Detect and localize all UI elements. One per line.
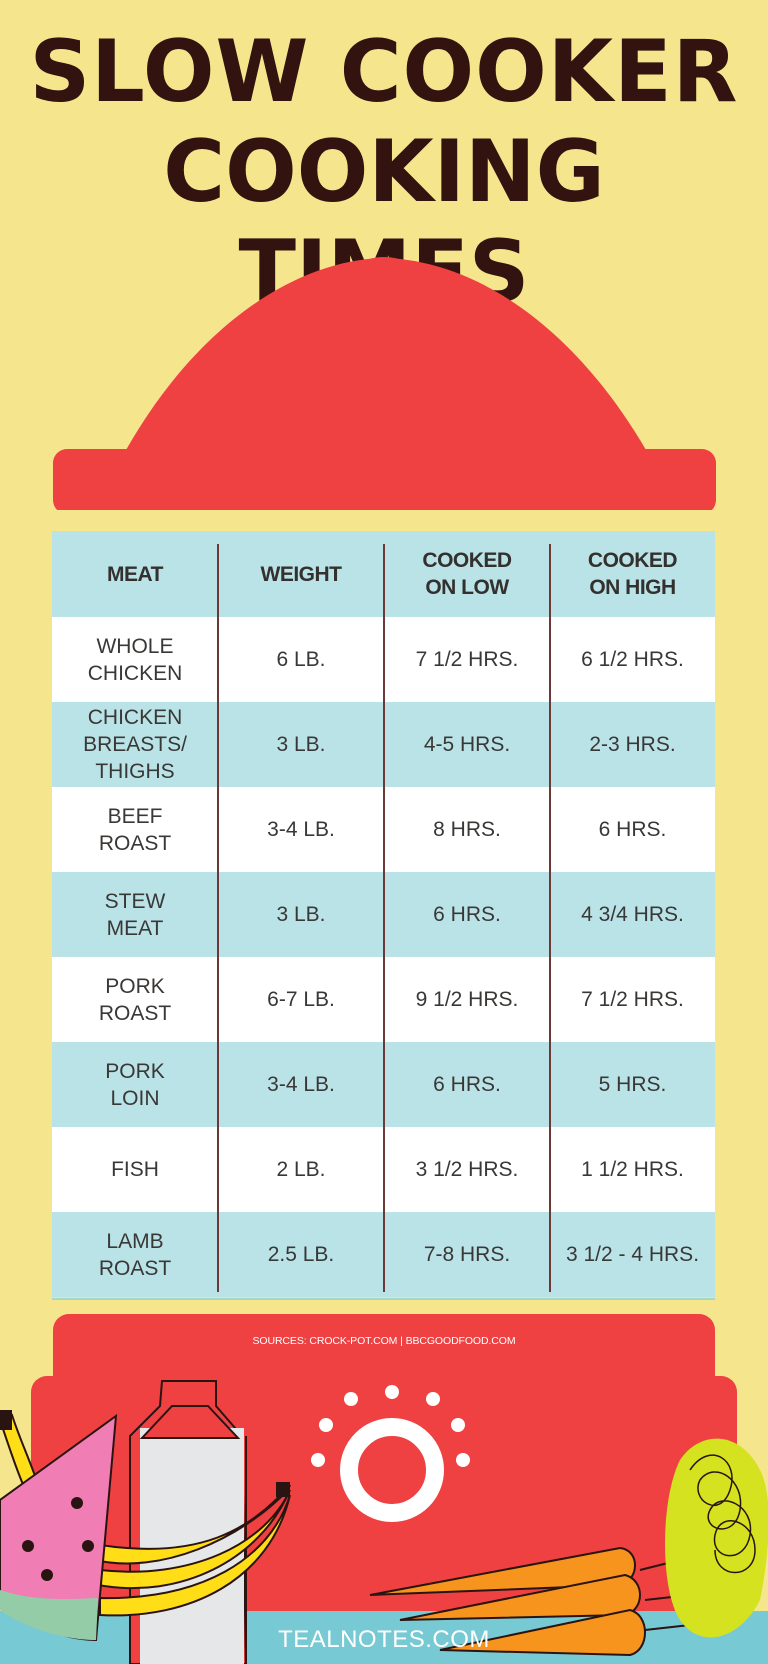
high-time-cell: 7 1/2 HRS. xyxy=(581,988,684,1011)
low-time-cell: 6 HRS. xyxy=(433,903,501,926)
table-row: LAMB ROAST 2.5 LB. 7-8 HRS. 3 1/2 - 4 HR… xyxy=(52,1212,715,1297)
header-cooked-high: COOKED ON HIGH xyxy=(587,549,678,599)
site-link[interactable]: TEALNOTES.COM xyxy=(278,1626,490,1653)
meat-cell: LAMB ROAST xyxy=(98,1229,172,1280)
page-title: SLOW COOKER COOKING TIMES xyxy=(0,22,768,322)
meat-cell: STEW MEAT xyxy=(104,889,166,940)
table-row: PORK ROAST 6-7 LB. 9 1/2 HRS. 7 1/2 HRS. xyxy=(52,957,715,1042)
meat-cell: BEEF ROAST xyxy=(98,804,172,855)
slow-cooker-body-illustration xyxy=(0,1314,768,1664)
high-time-cell: 2-3 HRS. xyxy=(589,733,676,756)
weight-cell: 3 LB. xyxy=(276,733,326,756)
header-cooked-low: COOKED ON LOW xyxy=(422,549,512,599)
weight-cell: 3-4 LB. xyxy=(267,818,335,841)
high-time-cell: 6 1/2 HRS. xyxy=(581,648,684,671)
milk-bottle-icon xyxy=(129,1380,248,1664)
high-time-cell: 6 HRS. xyxy=(598,818,667,841)
high-time-cell: 3 1/2 - 4 HRS. xyxy=(565,1243,700,1266)
table-bottom-edge xyxy=(52,1298,715,1300)
low-time-cell: 7 1/2 HRS. xyxy=(415,648,519,671)
high-time-cell: 4 3/4 HRS. xyxy=(581,903,684,926)
table-row: FISH 2 LB. 3 1/2 HRS. 1 1/2 HRS. xyxy=(52,1127,715,1212)
meat-cell: WHOLE CHICKEN xyxy=(87,634,183,685)
meat-cell: PORK ROAST xyxy=(98,974,172,1025)
carrot-bunch-icon xyxy=(369,1438,768,1657)
header-weight: WEIGHT xyxy=(260,562,343,586)
slow-cooker-lid-icon xyxy=(53,257,716,510)
watermelon-slice-icon xyxy=(0,1413,118,1642)
weight-cell: 3-4 LB. xyxy=(267,1073,335,1096)
sources-credit: SOURCES: CROCK-POT.COM | BBCGOODFOOD.COM xyxy=(252,1335,516,1347)
weight-cell: 2.5 LB. xyxy=(267,1243,335,1266)
high-time-cell: 1 1/2 HRS. xyxy=(581,1158,684,1181)
table-row: STEW MEAT 3 LB. 6 HRS. 4 3/4 HRS. xyxy=(52,872,715,957)
weight-cell: 6 LB. xyxy=(276,648,326,671)
low-time-cell: 8 HRS. xyxy=(433,818,501,841)
temperature-dial-icon xyxy=(311,1385,470,1522)
weight-cell: 2 LB. xyxy=(276,1158,326,1181)
weight-cell: 6-7 LB. xyxy=(267,988,335,1011)
table-row: PORK LOIN 3-4 LB. 6 HRS. 5 HRS. xyxy=(52,1042,715,1127)
title-line-1: SLOW COOKER xyxy=(29,22,739,122)
cooking-times-table: MEAT WEIGHT COOKED ON LOW COOKED ON HIGH… xyxy=(52,531,715,1297)
low-time-cell: 3 1/2 HRS. xyxy=(415,1158,519,1181)
table-row: WHOLE CHICKEN 6 LB. 7 1/2 HRS. 6 1/2 HRS… xyxy=(52,617,715,702)
table-row: BEEF ROAST 3-4 LB. 8 HRS. 6 HRS. xyxy=(52,787,715,872)
meat-cell: PORK LOIN xyxy=(105,1059,165,1110)
weight-cell: 3 LB. xyxy=(276,903,326,926)
table-header-row: MEAT WEIGHT COOKED ON LOW COOKED ON HIGH xyxy=(52,531,715,617)
low-time-cell: 6 HRS. xyxy=(433,1073,501,1096)
table-row: CHICKEN BREASTS/ THIGHS 3 LB. 4-5 HRS. 2… xyxy=(52,702,715,787)
low-time-cell: 7-8 HRS. xyxy=(423,1243,511,1266)
high-time-cell: 5 HRS. xyxy=(598,1073,667,1096)
meat-cell: FISH xyxy=(111,1158,159,1181)
header-meat: MEAT xyxy=(107,562,163,586)
low-time-cell: 9 1/2 HRS. xyxy=(415,988,519,1011)
meat-cell: CHICKEN BREASTS/ THIGHS xyxy=(83,706,187,783)
low-time-cell: 4-5 HRS. xyxy=(423,733,511,756)
banana-bunch-icon xyxy=(93,1482,291,1617)
